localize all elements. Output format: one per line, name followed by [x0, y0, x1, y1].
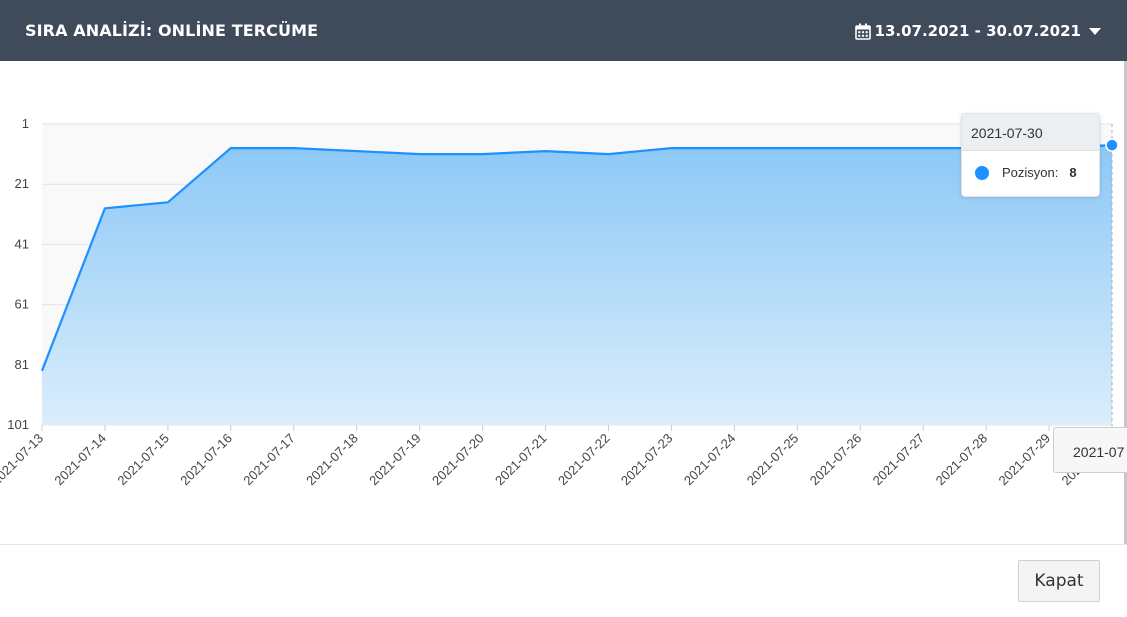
- close-button[interactable]: Kapat: [1018, 560, 1100, 602]
- x-tick-label: 2021-07-16: [177, 431, 235, 489]
- x-tick-label: 2021-07-29: [996, 431, 1054, 489]
- x-tick-label: 2021-07-25: [744, 431, 802, 489]
- y-tick-label: 41: [15, 236, 29, 251]
- x-tick-label: 2021-07-17: [240, 431, 298, 489]
- modal-title: SIRA ANALİZİ: ONLİNE TERCÜME: [25, 21, 319, 40]
- x-tick-label: 2021-07-26: [807, 431, 865, 489]
- x-crosshair-label: 2021-07: [1053, 427, 1127, 473]
- y-tick-label: 61: [15, 297, 29, 312]
- calendar-icon: [854, 23, 871, 40]
- x-tick-label: 2021-07-18: [303, 431, 361, 489]
- x-tick-label: 2021-07-27: [870, 431, 928, 489]
- y-tick-label: 1: [22, 116, 29, 131]
- series-dot-icon: [975, 165, 989, 180]
- x-tick-label: 2021-07-24: [681, 431, 739, 489]
- y-tick-label: 101: [7, 417, 29, 432]
- x-tick-label: 2021-07-20: [429, 431, 487, 489]
- y-tick-label: 81: [15, 357, 29, 372]
- x-tick-label: 2021-07-22: [555, 431, 613, 489]
- x-tick-label: 2021-07-14: [51, 431, 109, 489]
- x-tick-label: 2021-07-13: [0, 431, 46, 489]
- series-line: [40, 144, 1113, 372]
- x-tick-label: 2021-07-23: [618, 431, 676, 489]
- tooltip-series-label: Pozisyon:: [1002, 165, 1059, 180]
- date-range-picker[interactable]: 13.07.2021 - 30.07.2021: [854, 20, 1101, 42]
- caret-down-icon: [1089, 28, 1101, 35]
- x-tick-label: 2021-07-15: [114, 431, 172, 489]
- series-area: [42, 145, 1112, 425]
- y-tick-label: 21: [15, 176, 29, 191]
- tooltip-date: 2021-07-30: [962, 114, 1099, 151]
- data-point-marker: [1105, 138, 1119, 152]
- x-tick-label: 2021-07-28: [933, 431, 991, 489]
- modal-header: SIRA ANALİZİ: ONLİNE TERCÜME 13.07.2021 …: [0, 0, 1127, 61]
- date-range-label: 13.07.2021 - 30.07.2021: [874, 22, 1081, 40]
- footer-divider: [0, 544, 1127, 545]
- chart-tooltip: 2021-07-30 Pozisyon: 8: [961, 113, 1100, 197]
- tooltip-row: Pozisyon: 8: [962, 151, 1099, 180]
- x-tick-label: 2021-07-19: [366, 431, 424, 489]
- x-tick-label: 2021-07-21: [492, 431, 550, 489]
- tooltip-value: 8: [1069, 165, 1077, 180]
- modal-right-border: [1124, 61, 1127, 545]
